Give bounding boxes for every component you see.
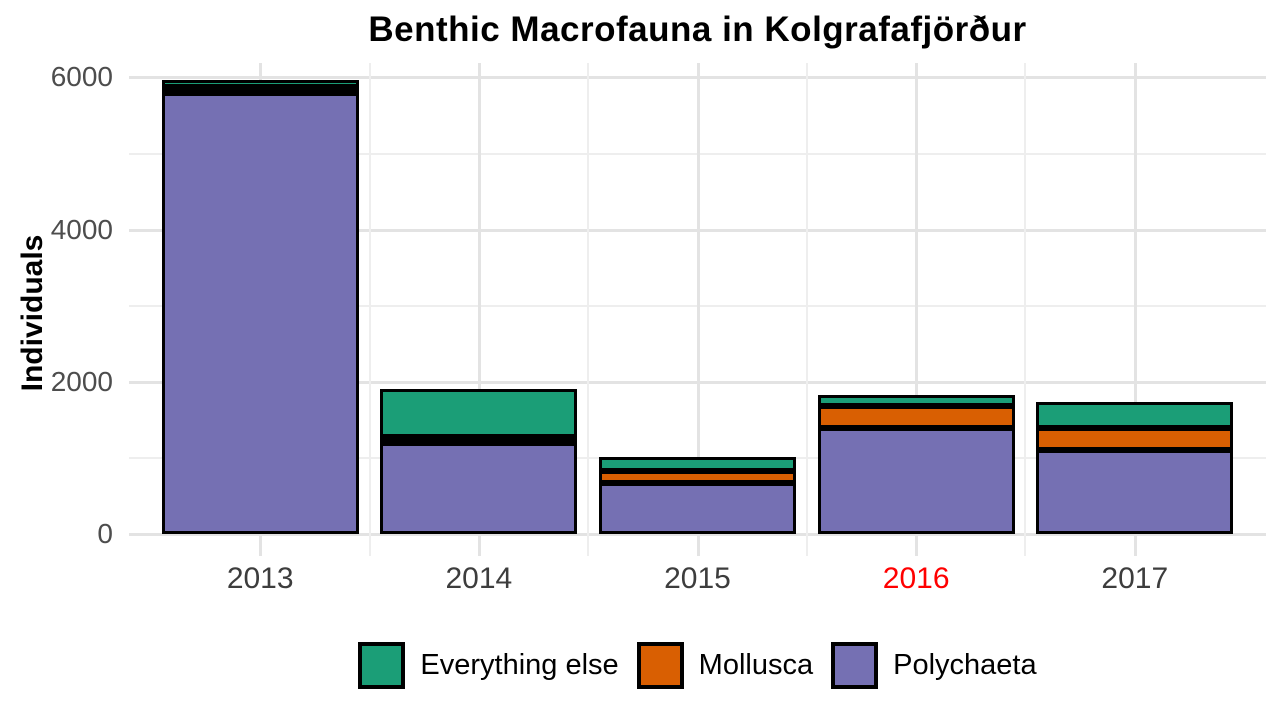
bar-2013 <box>161 80 359 534</box>
bar-segment-2013-mollusca <box>161 87 359 94</box>
x-tick-label-2015: 2015 <box>664 562 731 595</box>
bar-segment-2017-everything-else <box>1036 402 1234 429</box>
gridline-minor-x-2 <box>805 63 808 556</box>
bar-segment-2015-everything-else <box>599 457 796 471</box>
x-tick-label-2016: 2016 <box>882 562 950 595</box>
gridline-minor-x-1 <box>587 63 590 556</box>
legend-label-mollusca: Mollusca <box>698 648 814 681</box>
legend-key-polychaeta <box>831 641 879 689</box>
y-tick-label-0: 0 <box>97 518 113 549</box>
legend-label-everything-else: Everything else <box>420 648 619 681</box>
bar-segment-2017-polychaeta <box>1036 449 1234 534</box>
x-tick-label-2014: 2014 <box>445 562 513 595</box>
legend-item-mollusca: Mollusca <box>636 641 814 689</box>
y-tick-label-4000: 4000 <box>50 213 113 245</box>
bar-2015 <box>599 457 796 534</box>
bar-segment-2013-polychaeta <box>161 93 359 534</box>
legend: Everything else Mollusca Polychaeta <box>129 638 1266 692</box>
bar-segment-2015-polychaeta <box>599 483 796 534</box>
chart-title: Benthic Macrofauna in Kolgrafafjörður <box>368 10 1027 49</box>
legend-item-polychaeta: Polychaeta <box>831 641 1037 689</box>
legend-item-everything-else: Everything else <box>358 641 619 689</box>
legend-key-everything-else <box>358 641 406 689</box>
y-tick-label-2000: 2000 <box>50 365 113 397</box>
gridline-major-x-2014 <box>477 63 481 556</box>
bar-segment-2016-everything-else <box>817 394 1015 406</box>
gridline-minor-x-0 <box>368 63 371 556</box>
bar-2014 <box>380 389 578 534</box>
gridline-major-x-2016 <box>915 63 919 556</box>
bar-2017 <box>1036 402 1234 534</box>
gridline-major-x-2015 <box>696 63 700 556</box>
y-tick-label-6000: 6000 <box>50 61 113 93</box>
plot-panel <box>129 63 1266 556</box>
bar-segment-2013-everything-else <box>161 80 359 88</box>
bar-2016 <box>817 394 1015 534</box>
x-tick-label-2017: 2017 <box>1101 562 1169 595</box>
legend-label-polychaeta: Polychaeta <box>893 648 1037 681</box>
bar-segment-2015-mollusca <box>599 470 796 484</box>
bar-segment-2014-polychaeta <box>380 442 578 534</box>
bar-segment-2016-polychaeta <box>817 427 1015 534</box>
bar-segment-2017-mollusca <box>1036 428 1234 450</box>
bar-segment-2016-mollusca <box>817 405 1015 428</box>
bar-segment-2014-mollusca <box>380 436 578 443</box>
bar-segment-2014-everything-else <box>380 389 578 437</box>
legend-key-mollusca <box>636 641 684 689</box>
x-tick-label-2013: 2013 <box>226 562 294 595</box>
gridline-minor-x-3 <box>1024 63 1027 556</box>
gridline-major-x-2017 <box>1133 63 1137 556</box>
